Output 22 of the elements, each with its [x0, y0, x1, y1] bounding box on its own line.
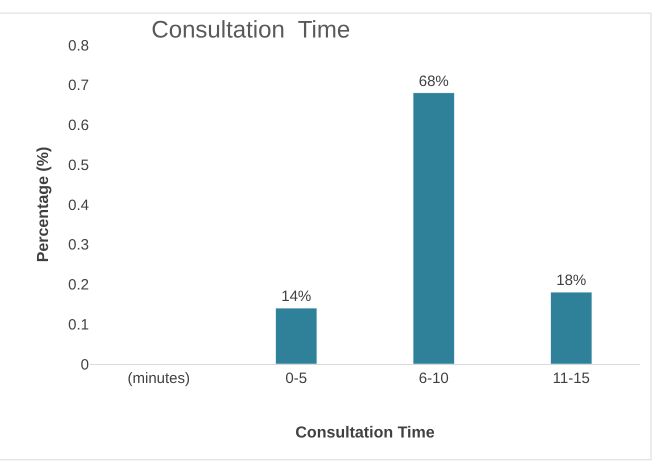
x-tick-label: 0-5 — [285, 370, 308, 387]
bar — [275, 308, 318, 364]
data-label: 18% — [556, 272, 586, 290]
y-axis-title: Percentage (%) — [35, 146, 52, 262]
y-tick-label: 0 — [80, 356, 89, 374]
y-tick-label: 0.5 — [68, 156, 89, 174]
x-tick-label: (minutes) — [127, 370, 190, 387]
x-axis-title: Consultation Time — [295, 424, 435, 442]
data-label: 68% — [418, 72, 449, 90]
x-tick-label: 11-15 — [552, 370, 590, 387]
y-tick-label: 0.4 — [68, 196, 89, 214]
x-tick-label: 6-10 — [418, 370, 449, 387]
y-tick-label: 0.7 — [68, 77, 89, 94]
y-tick-label: 0.1 — [68, 316, 89, 334]
bar — [550, 292, 592, 364]
y-tick-label: 0.2 — [68, 276, 89, 294]
y-tick-label: 0.6 — [68, 117, 89, 134]
chart-title: Consultation Time — [151, 16, 350, 44]
y-tick-label: 0.8 — [68, 37, 89, 54]
y-tick-label: 0.3 — [68, 236, 89, 254]
data-label: 14% — [281, 288, 312, 306]
bar — [412, 92, 455, 364]
